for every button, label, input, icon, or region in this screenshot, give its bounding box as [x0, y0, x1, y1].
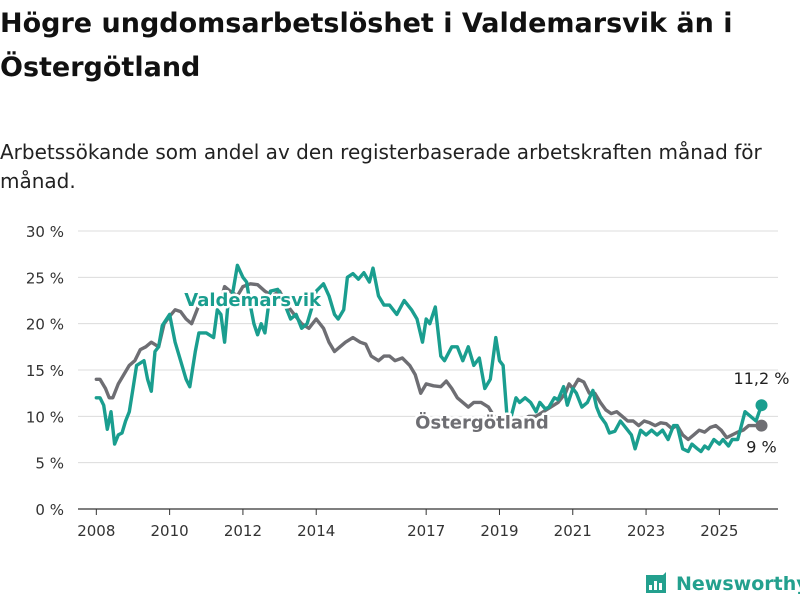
y-tick-label: 30 % — [26, 223, 64, 241]
series-end-value-label: 9 % — [746, 438, 776, 457]
x-tick-label: 2012 — [224, 522, 262, 540]
y-axis: 0 % 5 % 10 % 15 % 20 % 25 % 30 % — [26, 223, 64, 519]
x-axis: 2008 2010 2012 2014 2017 2019 2021 2023 2025 — [77, 509, 738, 540]
y-tick-label: 25 % — [26, 269, 64, 287]
x-tick-label: 2025 — [700, 522, 738, 540]
newsworthy-logo-icon — [646, 572, 666, 593]
newsworthy-logo-text: Newsworthy — [676, 573, 800, 595]
series-name-label: Valdemarsvik — [184, 290, 322, 311]
series-end-value-label: 11,2 % — [734, 369, 790, 388]
series-end-point — [755, 399, 768, 412]
newsworthy-logo[interactable]: Newsworthy — [644, 569, 800, 599]
x-tick-label: 2019 — [480, 522, 518, 540]
x-tick-label: 2021 — [554, 522, 592, 540]
series-end-point — [755, 419, 768, 432]
x-tick-label: 2023 — [627, 522, 665, 540]
x-tick-label: 2010 — [151, 522, 189, 540]
series-line-valdemarsvik — [94, 263, 764, 454]
series-labels: 11,2 % Valdemarsvik 9 % Östergötland — [182, 288, 790, 457]
series-name-label: Östergötland — [415, 411, 549, 433]
y-tick-label: 20 % — [26, 316, 64, 334]
y-tick-label: 5 % — [35, 455, 64, 473]
x-tick-label: 2008 — [77, 522, 115, 540]
series-line--sterg-tland — [94, 282, 764, 442]
series-lines — [94, 263, 764, 454]
chart-subtitle: Arbetssökande som andel av den registerb… — [0, 140, 762, 193]
x-tick-label: 2014 — [297, 522, 335, 540]
y-tick-label: 15 % — [26, 362, 64, 380]
chart-title: Högre ungdomsarbetslöshet i Valdemarsvik… — [0, 8, 733, 83]
x-tick-label: 2017 — [407, 522, 445, 540]
y-tick-label: 10 % — [26, 408, 64, 426]
y-tick-label: 0 % — [35, 501, 64, 519]
